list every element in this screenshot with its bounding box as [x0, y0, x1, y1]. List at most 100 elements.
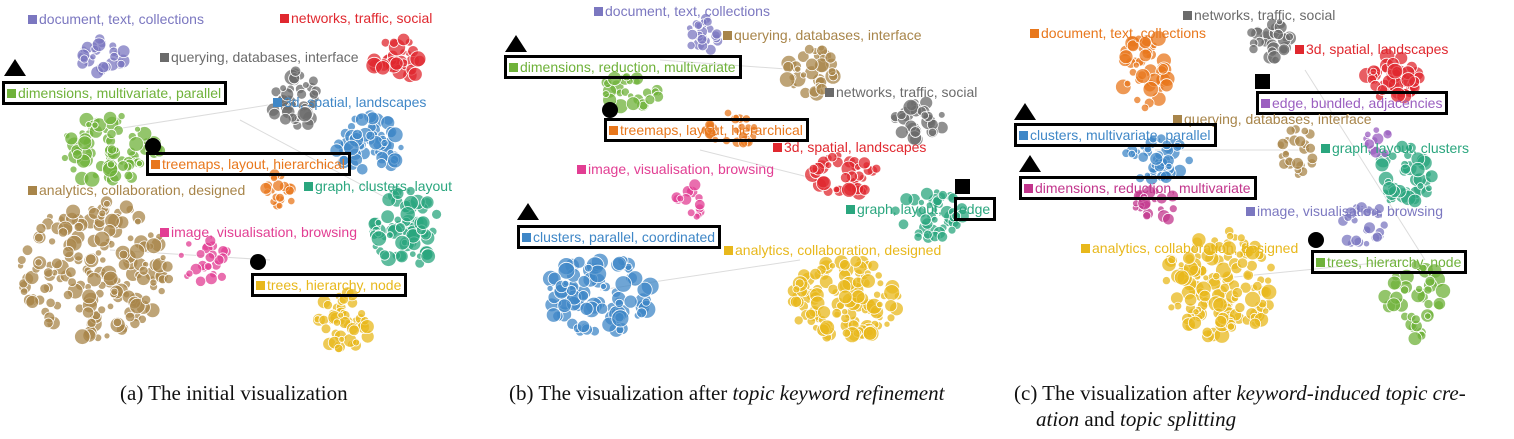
- document-point: [352, 338, 361, 347]
- document-point: [614, 275, 633, 293]
- document-point: [782, 61, 795, 73]
- document-point: [896, 109, 907, 121]
- document-point: [204, 272, 218, 286]
- legend-square-icon: [28, 186, 37, 195]
- document-point: [832, 185, 841, 194]
- document-point: [1168, 204, 1178, 214]
- document-point: [1173, 301, 1183, 311]
- document-point: [106, 302, 115, 311]
- document-point: [614, 298, 624, 308]
- document-point: [308, 89, 319, 100]
- document-point: [1277, 43, 1291, 57]
- document-point: [268, 107, 281, 121]
- topic-label: querying, databases, interface: [1173, 111, 1372, 127]
- document-point: [1372, 126, 1380, 134]
- document-point: [1137, 196, 1152, 211]
- legend-square-icon: [577, 165, 586, 174]
- legend-square-icon: [773, 143, 782, 152]
- document-point: [94, 249, 103, 257]
- document-point: [1133, 96, 1142, 105]
- document-point: [74, 328, 91, 345]
- document-point: [1192, 308, 1200, 316]
- document-point: [937, 111, 946, 119]
- document-point: [1234, 302, 1246, 314]
- document-point: [841, 308, 849, 316]
- document-point: [394, 222, 406, 234]
- document-point: [338, 335, 346, 343]
- document-point: [1300, 126, 1309, 136]
- topic-label-highlighted: trees, hierarchy, node: [1311, 250, 1468, 274]
- document-point: [1161, 276, 1171, 286]
- document-point: [1306, 152, 1319, 165]
- document-point: [380, 138, 389, 147]
- document-point: [1399, 163, 1411, 175]
- document-point: [163, 273, 174, 285]
- document-point: [1410, 314, 1421, 325]
- document-point: [876, 300, 884, 309]
- document-point: [1184, 155, 1194, 165]
- document-point: [1246, 27, 1257, 38]
- document-point: [103, 200, 111, 208]
- document-point: [579, 301, 594, 316]
- scatter-plot-c: [1115, 18, 1451, 346]
- document-point: [1135, 68, 1151, 84]
- topic-label: querying, databases, interface: [723, 27, 922, 43]
- document-point: [1262, 307, 1270, 315]
- link-line: [1304, 69, 1426, 261]
- document-point: [296, 88, 308, 100]
- topic-label: graph, layout, clusters: [1321, 140, 1469, 156]
- document-point: [1379, 220, 1389, 230]
- document-point: [116, 44, 131, 58]
- document-point: [577, 275, 591, 288]
- document-point: [1212, 297, 1228, 313]
- document-point: [334, 343, 344, 354]
- document-point: [1248, 44, 1259, 55]
- document-point: [577, 290, 590, 302]
- document-point: [557, 298, 572, 313]
- legend-square-icon: [304, 182, 313, 191]
- document-point: [688, 178, 702, 192]
- link-line: [1204, 259, 1406, 281]
- panel-b: document, text, collections querying, da…: [500, 0, 1010, 372]
- document-point: [871, 163, 882, 174]
- document-point: [572, 255, 586, 269]
- document-point: [354, 112, 370, 127]
- document-point: [83, 171, 101, 188]
- document-point: [1148, 134, 1158, 144]
- document-point: [1364, 130, 1372, 139]
- document-point: [920, 186, 934, 201]
- document-point: [322, 300, 333, 311]
- topic-label: image, visualisation, browsing: [1246, 203, 1443, 219]
- document-point: [97, 61, 110, 74]
- legend-square-icon: [160, 228, 169, 237]
- document-point: [109, 51, 119, 62]
- document-point: [82, 306, 95, 319]
- document-point: [65, 266, 77, 278]
- document-point: [1165, 162, 1173, 170]
- document-point: [860, 273, 876, 289]
- document-point: [420, 248, 436, 264]
- document-point: [381, 192, 397, 207]
- document-point: [1118, 49, 1134, 65]
- document-point: [1370, 209, 1378, 217]
- topic-label: document, text, collections: [594, 3, 770, 19]
- legend-square-icon: [1173, 115, 1182, 124]
- caption-b: (b) The visualization after topic keywor…: [509, 381, 945, 405]
- document-point: [1386, 62, 1404, 80]
- document-point: [884, 299, 898, 313]
- document-point: [396, 32, 411, 47]
- document-point: [883, 284, 901, 302]
- document-point: [1244, 244, 1261, 261]
- topic-label: graph, layout,: [846, 201, 942, 217]
- document-point: [375, 60, 391, 76]
- topic-label-highlighted: dimensions, reduction, multivariate: [504, 55, 742, 79]
- document-point: [838, 289, 853, 305]
- document-point: [195, 275, 207, 287]
- document-point: [793, 315, 804, 326]
- document-point: [1140, 103, 1150, 113]
- document-point: [1425, 184, 1433, 192]
- document-point: [922, 229, 933, 240]
- document-point: [106, 160, 116, 169]
- document-point: [1400, 72, 1416, 88]
- document-point: [69, 165, 78, 174]
